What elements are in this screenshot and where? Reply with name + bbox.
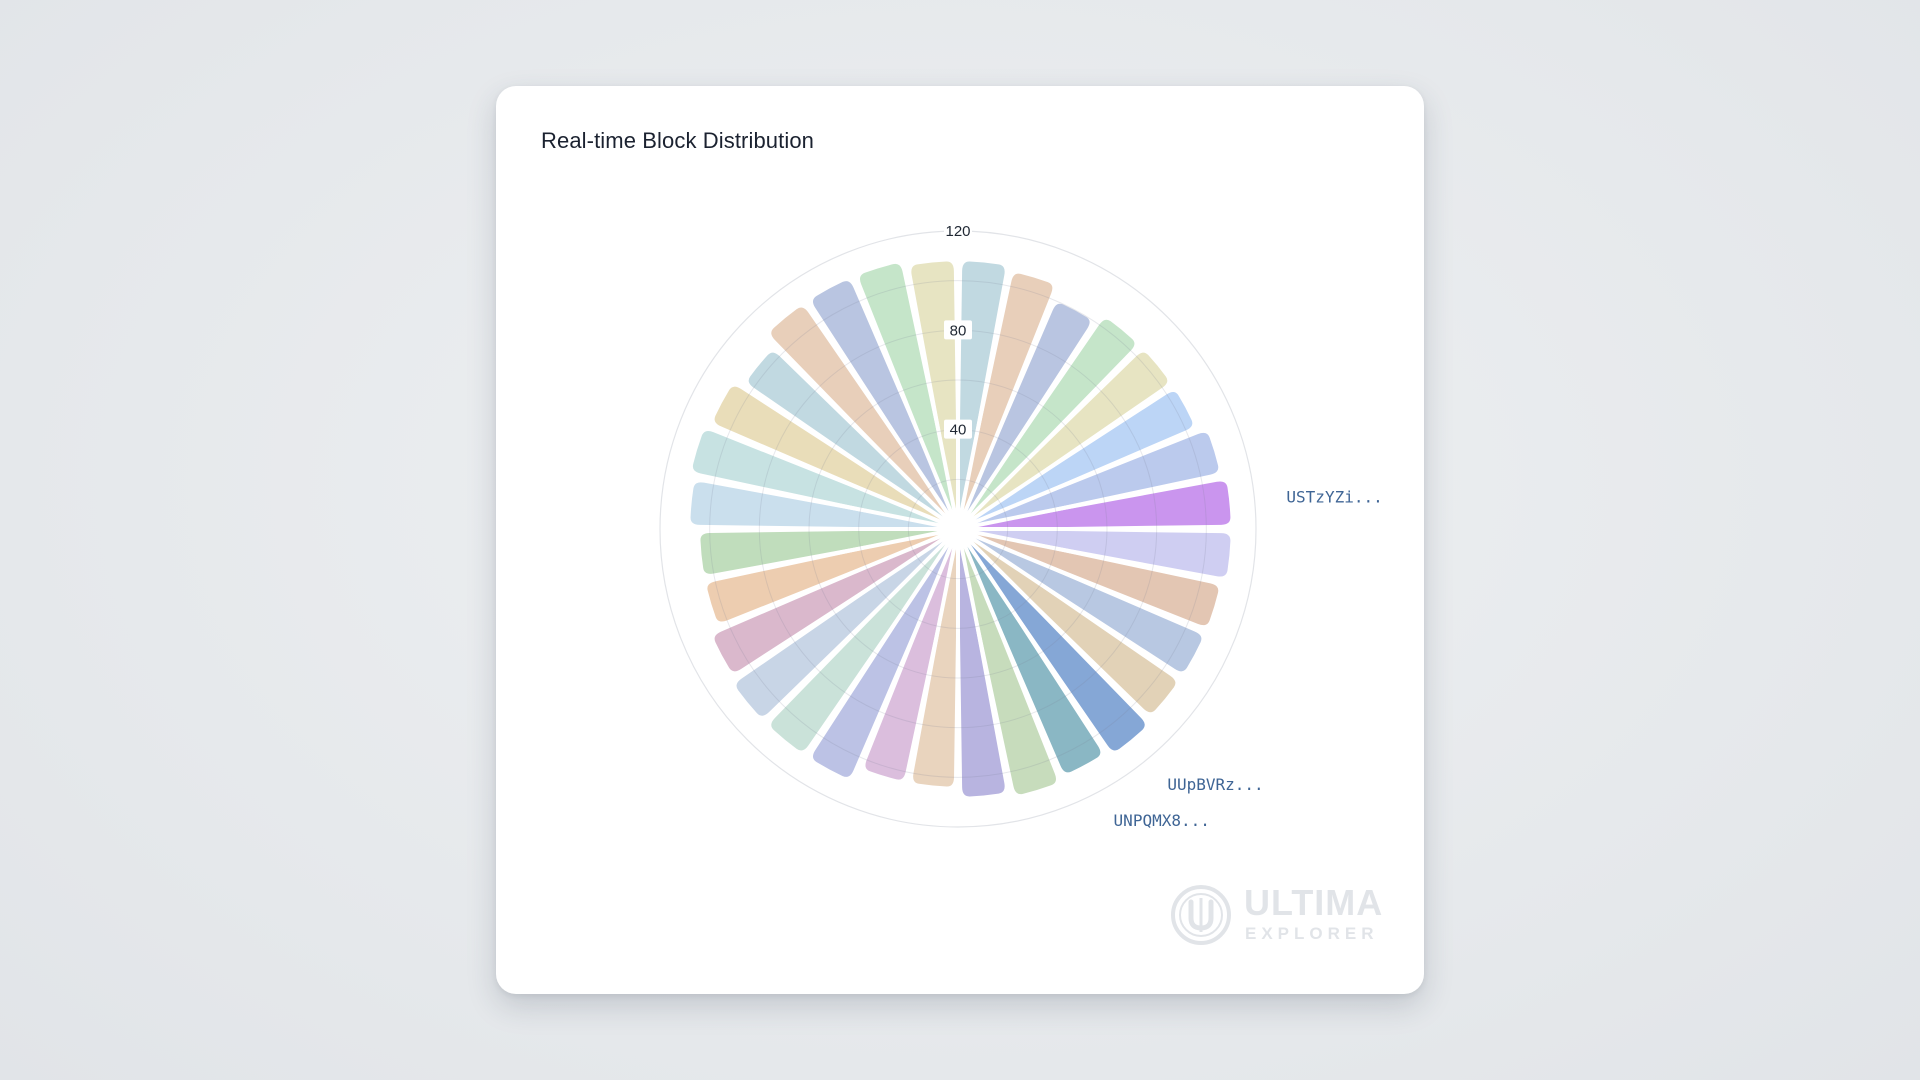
chart-title: Real-time Block Distribution: [541, 128, 814, 153]
spoke-separator: [957, 469, 1247, 531]
grid-ring: [709, 280, 1207, 778]
bar-slice[interactable]: [691, 430, 959, 530]
logo-subtitle: EXPLORER: [1245, 924, 1379, 943]
spoke-separator: [956, 319, 1168, 531]
spoke-separator: [898, 528, 960, 818]
radial-tick-label: 40: [950, 422, 967, 439]
spoke-separator: [956, 527, 1168, 739]
bar-slice[interactable]: [957, 528, 1203, 673]
radial-tick-label: 80: [950, 322, 967, 339]
bar-slice[interactable]: [812, 528, 959, 778]
radial-tick-label: 120: [945, 223, 970, 240]
spoke-separator: [956, 527, 1204, 695]
tick-label-bg: [944, 419, 972, 439]
spoke-separator: [957, 527, 1247, 589]
bar-slice[interactable]: [713, 385, 959, 530]
spoke-separator: [669, 469, 959, 531]
spoke-separator: [898, 240, 960, 530]
slice-label: USTzYZi...: [1286, 488, 1382, 507]
bar-slice[interactable]: [747, 351, 959, 530]
bar-slice[interactable]: [770, 306, 959, 530]
bar-slice[interactable]: [957, 528, 1177, 714]
bar-slice[interactable]: [735, 528, 959, 717]
bar-slice[interactable]: [957, 528, 1220, 627]
spoke-separator: [792, 527, 960, 775]
spoke-separator: [956, 283, 1124, 531]
bar-slice[interactable]: [957, 272, 1054, 530]
bar-slice[interactable]: [957, 431, 1220, 530]
spoke-separator: [843, 256, 960, 530]
spoke-separator: [956, 363, 1204, 531]
slice-labels: USTzYZi... UUpBVRz... UNPQMX8...: [1114, 488, 1383, 830]
bar-slice[interactable]: [864, 528, 959, 781]
spoke-separator: [792, 283, 960, 531]
bar-slice[interactable]: [770, 528, 959, 752]
spoke-separator: [957, 527, 1231, 644]
spoke-separator: [956, 240, 1018, 530]
ultima-explorer-logo: ULTIMA EXPLORER: [1170, 882, 1390, 952]
bar-slice[interactable]: [957, 302, 1091, 530]
spoke-separator: [956, 528, 1018, 818]
slice-label: UNPQMX8...: [1114, 811, 1210, 830]
bars: [664, 235, 1252, 823]
spoke-separator: [685, 414, 959, 531]
spoke-separator: [956, 528, 1073, 802]
spoke-separator: [957, 414, 1231, 531]
spoke-separator: [712, 363, 960, 531]
slice-label: UUpBVRz...: [1167, 775, 1263, 794]
ultima-logo-icon: [1171, 885, 1231, 945]
bar-slice[interactable]: [957, 391, 1194, 530]
spoke-separator: [956, 527, 1124, 775]
bar-slice[interactable]: [812, 280, 959, 530]
tick-label-bg: [944, 320, 972, 340]
bar-slice[interactable]: [957, 351, 1169, 530]
grid-ring: [808, 379, 1108, 679]
bar-slice[interactable]: [859, 262, 959, 530]
logo-wordmark: ULTIMA: [1244, 882, 1384, 923]
spoke-separator: [685, 527, 959, 644]
bar-slice[interactable]: [957, 528, 1057, 796]
bar-slice[interactable]: [713, 528, 959, 673]
radial-tick-labels: 40 80 120: [944, 221, 972, 439]
bar-slice[interactable]: [957, 528, 1146, 752]
bar-slice[interactable]: [957, 318, 1136, 530]
tick-label-bg: [944, 221, 972, 240]
spoke-separator: [669, 527, 959, 589]
bar-slice[interactable]: [957, 528, 1102, 774]
bar-slice[interactable]: [706, 528, 959, 623]
spoke-separator: [748, 319, 960, 531]
chart-card: Real-time Block Distribution 40 80 120 UST…: [496, 86, 1424, 994]
spoke-separator: [712, 527, 960, 695]
spoke-separator: [843, 528, 960, 802]
spoke-separator: [748, 527, 960, 739]
grid-ring: [907, 478, 1009, 580]
polar-bar-chart: 40 80 120 USTzYZi... UUpBVRz... UNPQMX8...: [659, 221, 1383, 830]
spoke-separator: [956, 256, 1073, 530]
